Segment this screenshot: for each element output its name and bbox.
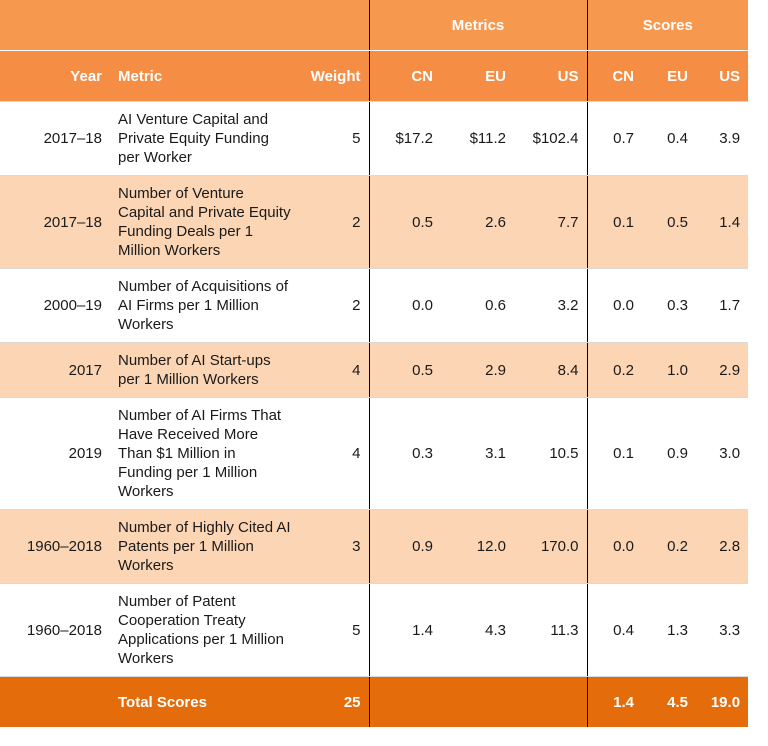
table-row: 2017–18 AI Venture Capital and Private Eq…	[0, 101, 749, 176]
value-cell: 2	[296, 268, 369, 343]
column-header-row: Year Metric Weight CN EU US CN EU US	[0, 50, 749, 102]
value-cell: 0.5	[368, 175, 441, 269]
metric-cell: AI Venture Capital and Private Equity Fu…	[110, 101, 296, 176]
column-header: EU	[642, 50, 697, 102]
value-cell: 4	[296, 397, 369, 510]
value-cell: 2017–18	[0, 175, 110, 269]
value-cell: 0.0	[586, 509, 643, 584]
total-label: Total Scores	[110, 676, 296, 727]
value-cell: $17.2	[368, 101, 441, 176]
value-cell: 0.3	[642, 268, 697, 343]
value-cell: 2.8	[696, 509, 749, 584]
value-cell: 0.1	[586, 175, 643, 269]
metric-cell: Number of AI Firms That Have Received Mo…	[110, 397, 296, 510]
empty-cell	[441, 676, 514, 727]
value-cell: 1.0	[642, 342, 697, 398]
metric-cell: Number of Acquisitions of AI Firms per 1…	[110, 268, 296, 343]
value-cell: 10.5	[514, 397, 588, 510]
value-cell: 5	[296, 101, 369, 176]
total-score: 19.0	[696, 676, 749, 727]
total-score: 4.5	[642, 676, 697, 727]
value-cell: 0.0	[368, 268, 441, 343]
metric-cell: Number of Patent Cooperation Treaty Appl…	[110, 583, 296, 677]
group-header: Metrics	[368, 0, 588, 51]
value-cell: 1.3	[642, 583, 697, 677]
value-cell: 3.3	[696, 583, 749, 677]
score-table: Metrics Scores Year Metric Weight CN EU US CN E…	[0, 0, 749, 727]
metric-cell: Number of Venture Capital and Private Eq…	[110, 175, 296, 269]
table-row: 2000–19 Number of Acquisitions of AI Firm…	[0, 268, 749, 343]
metric-cell: Number of AI Start-ups per 1 Million Wor…	[110, 342, 296, 398]
value-cell: $102.4	[514, 101, 588, 176]
empty-cell	[0, 676, 110, 727]
value-cell: 1.4	[368, 583, 441, 677]
value-cell: 3.1	[441, 397, 514, 510]
column-header: CN	[368, 50, 441, 102]
table-row: 2019 Number of AI Firms That Have Receive…	[0, 397, 749, 510]
total-weight: 25	[296, 676, 369, 727]
value-cell: 2017–18	[0, 101, 110, 176]
value-cell: 0.4	[642, 101, 697, 176]
column-header: EU	[441, 50, 514, 102]
value-cell: 12.0	[441, 509, 514, 584]
value-cell: 0.2	[586, 342, 643, 398]
total-score: 1.4	[586, 676, 643, 727]
table-row: 2017–18 Number of Venture Capital and Pri…	[0, 175, 749, 269]
value-cell: 4.3	[441, 583, 514, 677]
column-header: Year	[0, 50, 110, 102]
value-cell: 0.2	[642, 509, 697, 584]
table-row: 1960–2018 Number of Patent Cooperation Tr…	[0, 583, 749, 677]
value-cell: 3	[296, 509, 369, 584]
value-cell: 5	[296, 583, 369, 677]
value-cell: 0.0	[586, 268, 643, 343]
value-cell: 170.0	[514, 509, 588, 584]
value-cell: 1.7	[696, 268, 749, 343]
value-cell: 2000–19	[0, 268, 110, 343]
empty-cell	[514, 676, 588, 727]
value-cell: 0.1	[586, 397, 643, 510]
value-cell: 2	[296, 175, 369, 269]
value-cell: 1960–2018	[0, 583, 110, 677]
value-cell: 3.9	[696, 101, 749, 176]
column-header: Weight	[296, 50, 369, 102]
column-header: Metric	[110, 50, 296, 102]
value-cell: 0.5	[368, 342, 441, 398]
total-row: Total Scores 25 1.4 4.5 19.0	[0, 676, 749, 727]
value-cell: $11.2	[441, 101, 514, 176]
value-cell: 4	[296, 342, 369, 398]
value-cell: 2019	[0, 397, 110, 510]
value-cell: 1960–2018	[0, 509, 110, 584]
value-cell: 3.2	[514, 268, 588, 343]
value-cell: 11.3	[514, 583, 588, 677]
column-header: US	[696, 50, 749, 102]
value-cell: 0.6	[441, 268, 514, 343]
value-cell: 0.9	[368, 509, 441, 584]
value-cell: 2017	[0, 342, 110, 398]
group-header-row: Metrics Scores	[0, 0, 749, 51]
value-cell: 3.0	[696, 397, 749, 510]
value-cell: 7.7	[514, 175, 588, 269]
value-cell: 8.4	[514, 342, 588, 398]
value-cell: 0.4	[586, 583, 643, 677]
value-cell: 0.7	[586, 101, 643, 176]
column-header: US	[514, 50, 588, 102]
group-header: Scores	[586, 0, 749, 51]
value-cell: 0.3	[368, 397, 441, 510]
table-row: 1960–2018 Number of Highly Cited AI Paten…	[0, 509, 749, 584]
value-cell: 2.9	[441, 342, 514, 398]
value-cell: 0.9	[642, 397, 697, 510]
value-cell: 2.6	[441, 175, 514, 269]
column-header: CN	[586, 50, 643, 102]
value-cell: 1.4	[696, 175, 749, 269]
empty-cell	[368, 676, 441, 727]
metric-cell: Number of Highly Cited AI Patents per 1 …	[110, 509, 296, 584]
blank-header	[0, 0, 369, 51]
value-cell: 2.9	[696, 342, 749, 398]
table-row: 2017 Number of AI Start-ups per 1 Million…	[0, 342, 749, 398]
value-cell: 0.5	[642, 175, 697, 269]
